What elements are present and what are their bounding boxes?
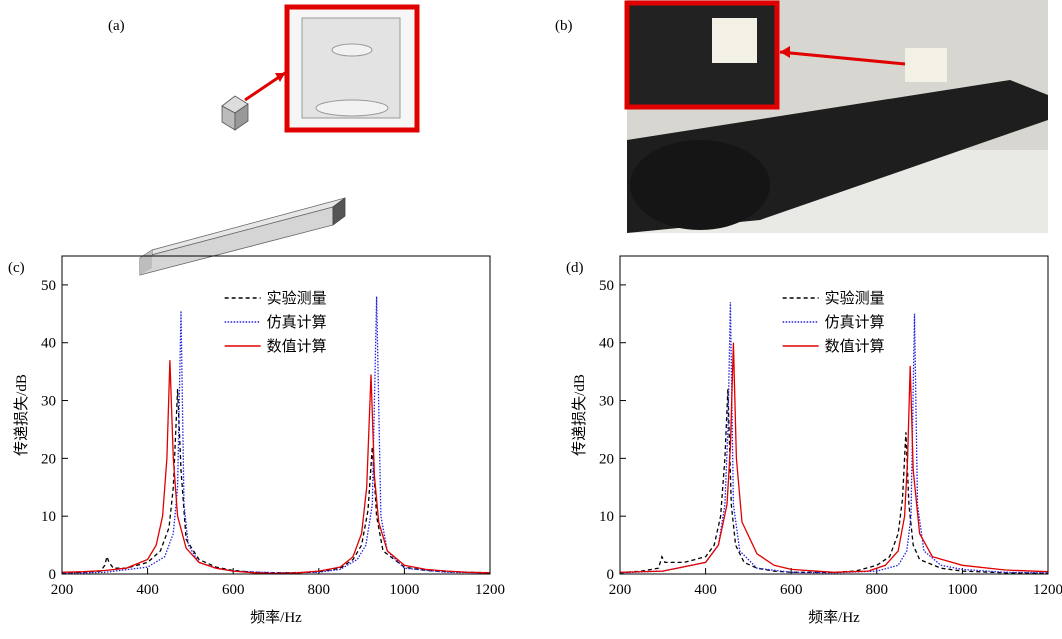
y-tick-label: 0 [607, 567, 615, 583]
legend-label: 仿真计算 [825, 313, 885, 331]
x-tick-label: 1000 [389, 582, 419, 598]
y-tick-label: 50 [41, 278, 56, 294]
plot-frame [619, 255, 1049, 575]
x-tick-label: 1200 [1033, 582, 1062, 598]
legend-label: 仿真计算 [267, 313, 327, 331]
x-tick-label: 200 [51, 582, 74, 598]
panel-label: (b) [555, 18, 573, 34]
y-axis-label: 传递损失/dB [13, 374, 30, 456]
x-tick-label: 400 [136, 582, 159, 598]
y-tick-label: 10 [599, 509, 614, 525]
x-axis-label: 频率/Hz [250, 609, 302, 626]
legend-label: 实验测量 [267, 290, 327, 307]
legend-label: 实验测量 [825, 290, 885, 307]
y-tick-label: 20 [41, 451, 56, 467]
panel-label: (a) [108, 18, 125, 34]
x-tick-label: 800 [866, 582, 889, 598]
y-axis-label: 传递损失/dB [571, 374, 588, 456]
series-line [62, 388, 490, 574]
legend-label: 数值计算 [825, 337, 885, 355]
y-tick-label: 40 [41, 336, 56, 352]
legend-label: 数值计算 [267, 337, 327, 355]
x-tick-label: 200 [609, 582, 632, 598]
y-tick-label: 30 [41, 394, 56, 410]
y-tick-label: 30 [599, 394, 614, 410]
x-axis-label: 频率/Hz [808, 609, 860, 626]
series-line [62, 360, 490, 574]
x-tick-label: 1000 [947, 582, 977, 598]
y-tick-label: 10 [41, 509, 56, 525]
panel-label: (c) [8, 260, 25, 276]
series-line [620, 388, 1048, 574]
series-line [62, 296, 490, 574]
x-tick-label: 800 [308, 582, 331, 598]
x-tick-label: 1200 [475, 582, 505, 598]
x-tick-label: 600 [780, 582, 803, 598]
photo [624, 0, 1048, 233]
y-tick-label: 0 [49, 567, 57, 583]
series-line [620, 342, 1048, 573]
x-tick-label: 400 [694, 582, 717, 598]
plot-frame [61, 255, 491, 575]
panel-label: (d) [566, 260, 584, 276]
y-tick-label: 40 [599, 336, 614, 352]
y-tick-label: 20 [599, 451, 614, 467]
y-tick-label: 50 [599, 278, 614, 294]
x-tick-label: 600 [222, 582, 245, 598]
model-drawing [139, 4, 420, 276]
